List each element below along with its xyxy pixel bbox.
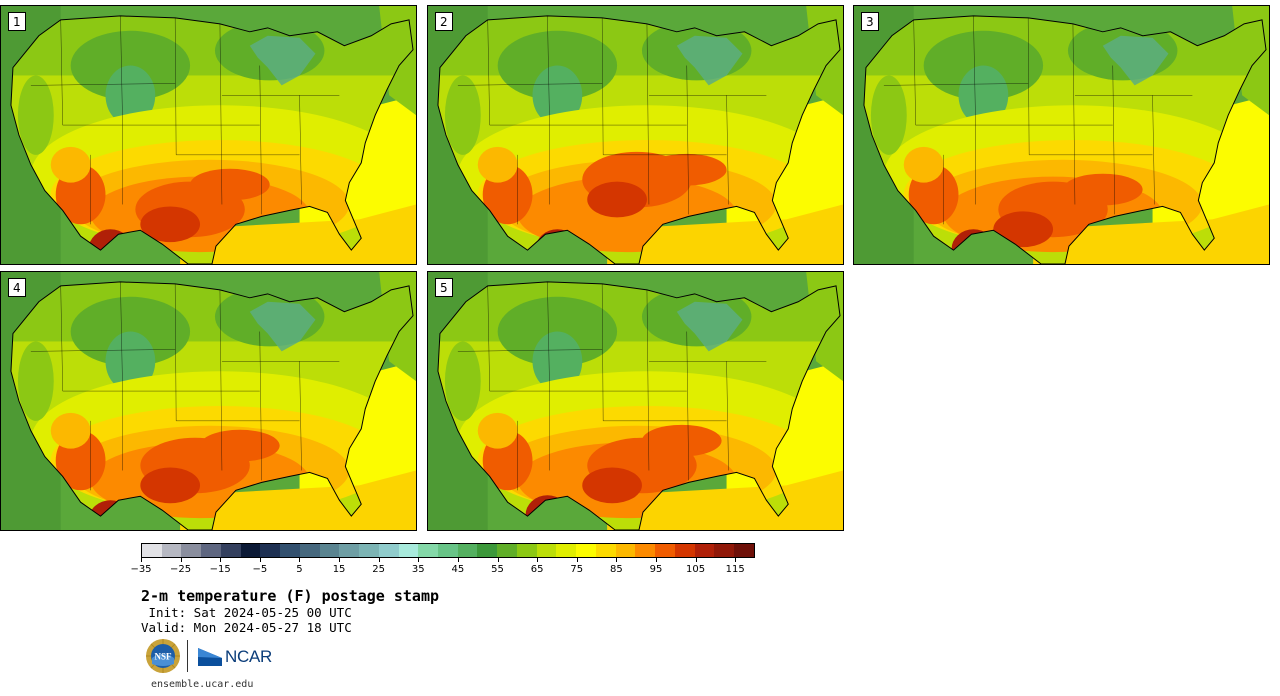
colorbar-segment (536, 544, 557, 557)
colorbar-tick-label: −35 (130, 564, 152, 575)
ncar-logo: NCAR (197, 644, 272, 670)
ncar-logo-text: NCAR (225, 647, 272, 666)
colorbar-tick (339, 558, 341, 562)
colorbar-segment (576, 544, 596, 557)
colorbar-ticks: −35 −25 −15 −5 5 15 25 35 45 55 65 75 85 95 105 115 (130, 558, 755, 578)
ncar-mark-icon (198, 648, 222, 666)
panel-label: 5 (435, 278, 453, 297)
colorbar-tick-label: −25 (170, 564, 192, 575)
colorbar-segment (615, 544, 636, 557)
figure-title: 2-m temperature (F) postage stamp (141, 587, 440, 605)
colorbar-tick (655, 558, 657, 562)
logos: NSF NCAR (145, 638, 285, 674)
colorbar-tick (537, 558, 539, 562)
colorbar-tick-label: 115 (725, 564, 745, 575)
colorbar-segment (438, 544, 458, 557)
colorbar-tick-label: 75 (570, 564, 584, 575)
colorbar-segment (734, 544, 754, 557)
postage-stamp-map-2: 2 (427, 5, 844, 265)
colorbar-tick (497, 558, 499, 562)
colorbar-segment (161, 544, 182, 557)
colorbar-tick (259, 558, 261, 562)
temperature-map-svg (1, 6, 416, 264)
colorbar-tick (378, 558, 380, 562)
colorbar-segment (359, 544, 379, 557)
panel-label: 1 (8, 12, 26, 31)
colorbar-segment (378, 544, 399, 557)
colorbar-tick (735, 558, 737, 562)
nsf-logo-text: NSF (154, 652, 172, 662)
panel-label: 4 (8, 278, 26, 297)
panel-label: 2 (435, 12, 453, 31)
colorbar-segment (655, 544, 675, 557)
temperature-map-svg (428, 272, 843, 530)
colorbar-tick-label: 35 (411, 564, 425, 575)
colorbar-tick-label: 95 (649, 564, 663, 575)
colorbar-segment (220, 544, 241, 557)
footer-url: ensemble.ucar.edu (151, 679, 254, 690)
colorbar-segment (201, 544, 221, 557)
colorbar-tick (220, 558, 222, 562)
colorbar-tick-label: 55 (491, 564, 504, 575)
colorbar-tick (576, 558, 578, 562)
colorbar-segment (181, 544, 202, 557)
temperature-map-svg (1, 272, 416, 530)
colorbar-tick-label: −5 (252, 564, 268, 575)
colorbar-segment (635, 544, 656, 557)
colorbar-segment (674, 544, 695, 557)
colorbar-tick-label: 65 (530, 564, 544, 575)
colorbar-tick-label: 15 (332, 564, 346, 575)
colorbar-tick-label: 105 (686, 564, 706, 575)
colorbar-tick-label: 25 (372, 564, 386, 575)
colorbar-tick (180, 558, 182, 562)
colorbar-segment (457, 544, 478, 557)
colorbar-tick (299, 558, 301, 562)
colorbar-segment (497, 544, 517, 557)
logo-divider (187, 640, 188, 672)
colorbar-tick (457, 558, 459, 562)
colorbar-tick (141, 558, 142, 562)
colorbar-tick (418, 558, 420, 562)
colorbar-tick-label: −15 (209, 564, 231, 575)
init-time: Init: Sat 2024-05-25 00 UTC (141, 605, 352, 620)
colorbar-tick (695, 558, 697, 562)
postage-stamp-map-3: 3 (853, 5, 1270, 265)
colorbar-segment (516, 544, 537, 557)
colorbar-segment (398, 544, 419, 557)
colorbar-segment (714, 544, 735, 557)
colorbar-segment (319, 544, 340, 557)
colorbar-tick-label: 85 (609, 564, 623, 575)
colorbar-segment (595, 544, 616, 557)
colorbar-segment (477, 544, 498, 557)
postage-stamp-map-1: 1 (0, 5, 417, 265)
temperature-map-svg (854, 6, 1269, 264)
panel-label: 3 (861, 12, 879, 31)
colorbar-tick (616, 558, 618, 562)
colorbar-tick-label: 45 (451, 564, 465, 575)
colorbar-tick-label: 5 (296, 564, 303, 575)
colorbar-segment (339, 544, 360, 557)
temperature-map-svg (428, 6, 843, 264)
postage-stamp-map-4: 4 (0, 271, 417, 531)
colorbar-segment (280, 544, 300, 557)
colorbar-segment (694, 544, 715, 557)
colorbar-segment (240, 544, 261, 557)
colorbar-segment (299, 544, 320, 557)
colorbar-segment (260, 544, 281, 557)
postage-stamp-map-5: 5 (427, 271, 844, 531)
colorbar-segment (418, 544, 439, 557)
nsf-logo-icon: NSF (146, 639, 180, 673)
colorbar-segment (142, 544, 162, 557)
valid-time: Valid: Mon 2024-05-27 18 UTC (141, 620, 352, 635)
temperature-colorbar (141, 543, 755, 558)
colorbar-segment (556, 544, 577, 557)
